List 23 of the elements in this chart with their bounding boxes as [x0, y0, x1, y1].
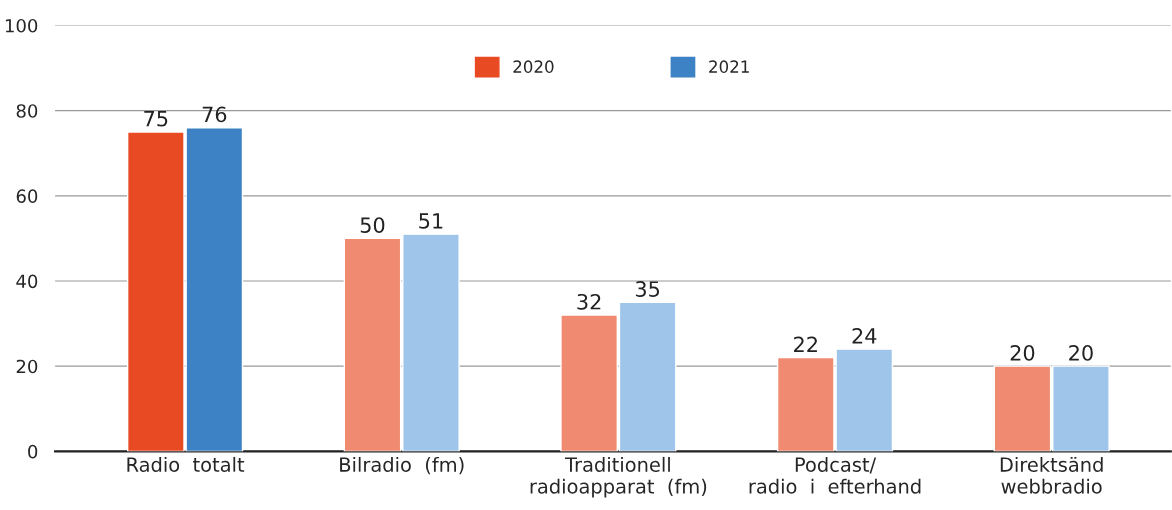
data-label: 76 — [202, 106, 227, 123]
data-label: 75 — [144, 111, 168, 127]
data-label: 20 — [1069, 345, 1093, 361]
y-tick-label: 80 — [16, 104, 38, 118]
data-label: 22 — [794, 336, 817, 352]
legend-label: 2021 — [709, 60, 749, 73]
data-label: 24 — [852, 327, 877, 344]
data-label: 20 — [1010, 345, 1035, 361]
x-tick-label: Direktsänd webbradio — [1000, 456, 1103, 494]
y-tick-label: 40 — [16, 274, 38, 289]
data-label: 50 — [360, 217, 385, 233]
data-label: 35 — [635, 281, 660, 297]
y-tick-label: 60 — [16, 189, 38, 203]
legend-label: 2020 — [513, 60, 554, 73]
y-tick-label: 20 — [16, 359, 38, 374]
data-label: 32 — [577, 293, 601, 310]
x-tick-label: Traditionell radioapparat (fm) — [530, 456, 707, 498]
x-tick-label: Bilradio (fm) — [340, 456, 464, 475]
x-tick-label: Radio totalt — [127, 456, 245, 472]
x-tick-label: Podcast/ radio i efterhand — [749, 456, 921, 494]
data-label: 51 — [419, 213, 443, 229]
y-tick-label: 0 — [28, 444, 38, 459]
y-tick-label: 100 — [5, 18, 38, 33]
